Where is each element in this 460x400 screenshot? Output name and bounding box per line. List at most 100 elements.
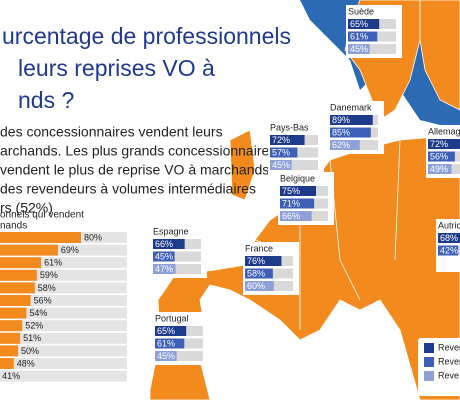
bar: [438, 233, 460, 243]
bar: [0, 244, 58, 256]
axis-label: onnels qui vendent: [0, 210, 84, 221]
bar: [0, 345, 18, 357]
value-label: 58%: [247, 268, 265, 278]
bar-track: [153, 264, 201, 274]
subtitle-line: des concessionnaires vendent leurs: [0, 124, 223, 140]
bar-track: [0, 282, 127, 294]
bar: [280, 211, 312, 221]
bar: [428, 139, 460, 149]
bar: [280, 198, 315, 209]
value-label: 50%: [21, 346, 39, 356]
bar-track: [0, 345, 127, 357]
country-name: Pays-Bas: [270, 122, 309, 132]
bar: [438, 245, 459, 256]
title-line: urcentage de professionnels: [2, 23, 291, 49]
value-label: 65%: [157, 326, 175, 336]
title-line: nds ?: [18, 87, 74, 113]
value-label: 56%: [34, 295, 52, 305]
value-label: 61%: [350, 31, 368, 41]
country-name: France: [245, 243, 273, 253]
bar-track: [0, 269, 127, 281]
subtitle-line: archands. Les plus grands concessionnair…: [0, 143, 276, 159]
bar: [428, 164, 452, 174]
value-label: 62%: [332, 140, 350, 150]
title-line: leurs reprises VO à: [18, 55, 215, 81]
bar-track: [0, 370, 127, 382]
value-label: 45%: [155, 251, 173, 261]
subtitle-line: des revendeurs à volumes intermédiaires: [0, 181, 256, 197]
bar-track: [0, 295, 127, 306]
value-label: 56%: [430, 151, 448, 161]
bar: [153, 251, 175, 262]
bar: [0, 257, 42, 269]
value-label: 59%: [40, 270, 58, 280]
value-label: 60%: [247, 281, 265, 291]
value-label: 75%: [282, 186, 300, 196]
country-name: Portugal: [155, 313, 189, 323]
borders: [254, 139, 401, 330]
bar: [270, 135, 305, 145]
country-name: Autriche: [438, 220, 460, 230]
bar: [155, 326, 187, 336]
bar: [270, 160, 292, 170]
bar: [153, 239, 185, 249]
bar-track: [270, 160, 318, 170]
bar-track: [0, 307, 127, 319]
bar: [155, 338, 185, 349]
country-name: Espagne: [153, 226, 189, 236]
bar: [330, 127, 371, 138]
value-label: 42%: [440, 245, 458, 255]
value-label: 58%: [38, 283, 56, 293]
bar: [330, 115, 373, 125]
bar: [348, 31, 378, 42]
value-label: 41%: [2, 371, 20, 381]
value-label: 69%: [61, 245, 79, 255]
finland: [419, 0, 460, 111]
value-label: 51%: [23, 333, 41, 343]
bar: [0, 320, 23, 332]
bar: [0, 307, 27, 319]
value-label: 76%: [247, 256, 265, 266]
bar-track: [155, 351, 203, 361]
value-label: 71%: [282, 198, 300, 208]
value-label: 45%: [272, 160, 290, 170]
value-label: 61%: [44, 258, 62, 268]
value-label: 65%: [350, 19, 368, 29]
bar: [0, 295, 31, 306]
bar-track: [0, 332, 127, 344]
legend-label: Reven: [438, 356, 460, 366]
bar-track: [0, 244, 127, 256]
bar: [270, 147, 298, 158]
subtitle-line: vendent le plus de reprise VO à marchand…: [0, 162, 269, 178]
bar: [330, 140, 360, 150]
legend-label: Reve: [438, 370, 459, 380]
bar: [0, 232, 81, 243]
value-label: 54%: [29, 308, 47, 318]
country-name: Belgique: [280, 173, 315, 183]
value-label: 52%: [25, 321, 43, 331]
bar: [0, 282, 35, 294]
value-label: 80%: [84, 232, 102, 242]
value-label: 61%: [157, 338, 175, 348]
legend-swatch: [424, 343, 434, 353]
legend-swatch: [424, 357, 434, 367]
bar: [155, 351, 177, 361]
subtitle-line: rs (52%): [0, 200, 53, 216]
bar: [0, 269, 37, 281]
bar-track: [0, 320, 127, 332]
bar-track: [348, 44, 396, 54]
value-label: 85%: [332, 127, 350, 137]
legend-swatch: [424, 371, 434, 381]
bar: [245, 256, 282, 266]
value-label: 45%: [157, 351, 175, 361]
value-label: 72%: [272, 135, 290, 145]
bar-track: [153, 251, 201, 262]
value-label: 57%: [272, 147, 290, 157]
bar: [245, 281, 274, 291]
value-label: 89%: [332, 115, 350, 125]
bar: [245, 268, 273, 279]
country-name: Allemagne: [428, 126, 460, 136]
bar-track: [0, 257, 127, 269]
bar-track: [0, 358, 127, 369]
